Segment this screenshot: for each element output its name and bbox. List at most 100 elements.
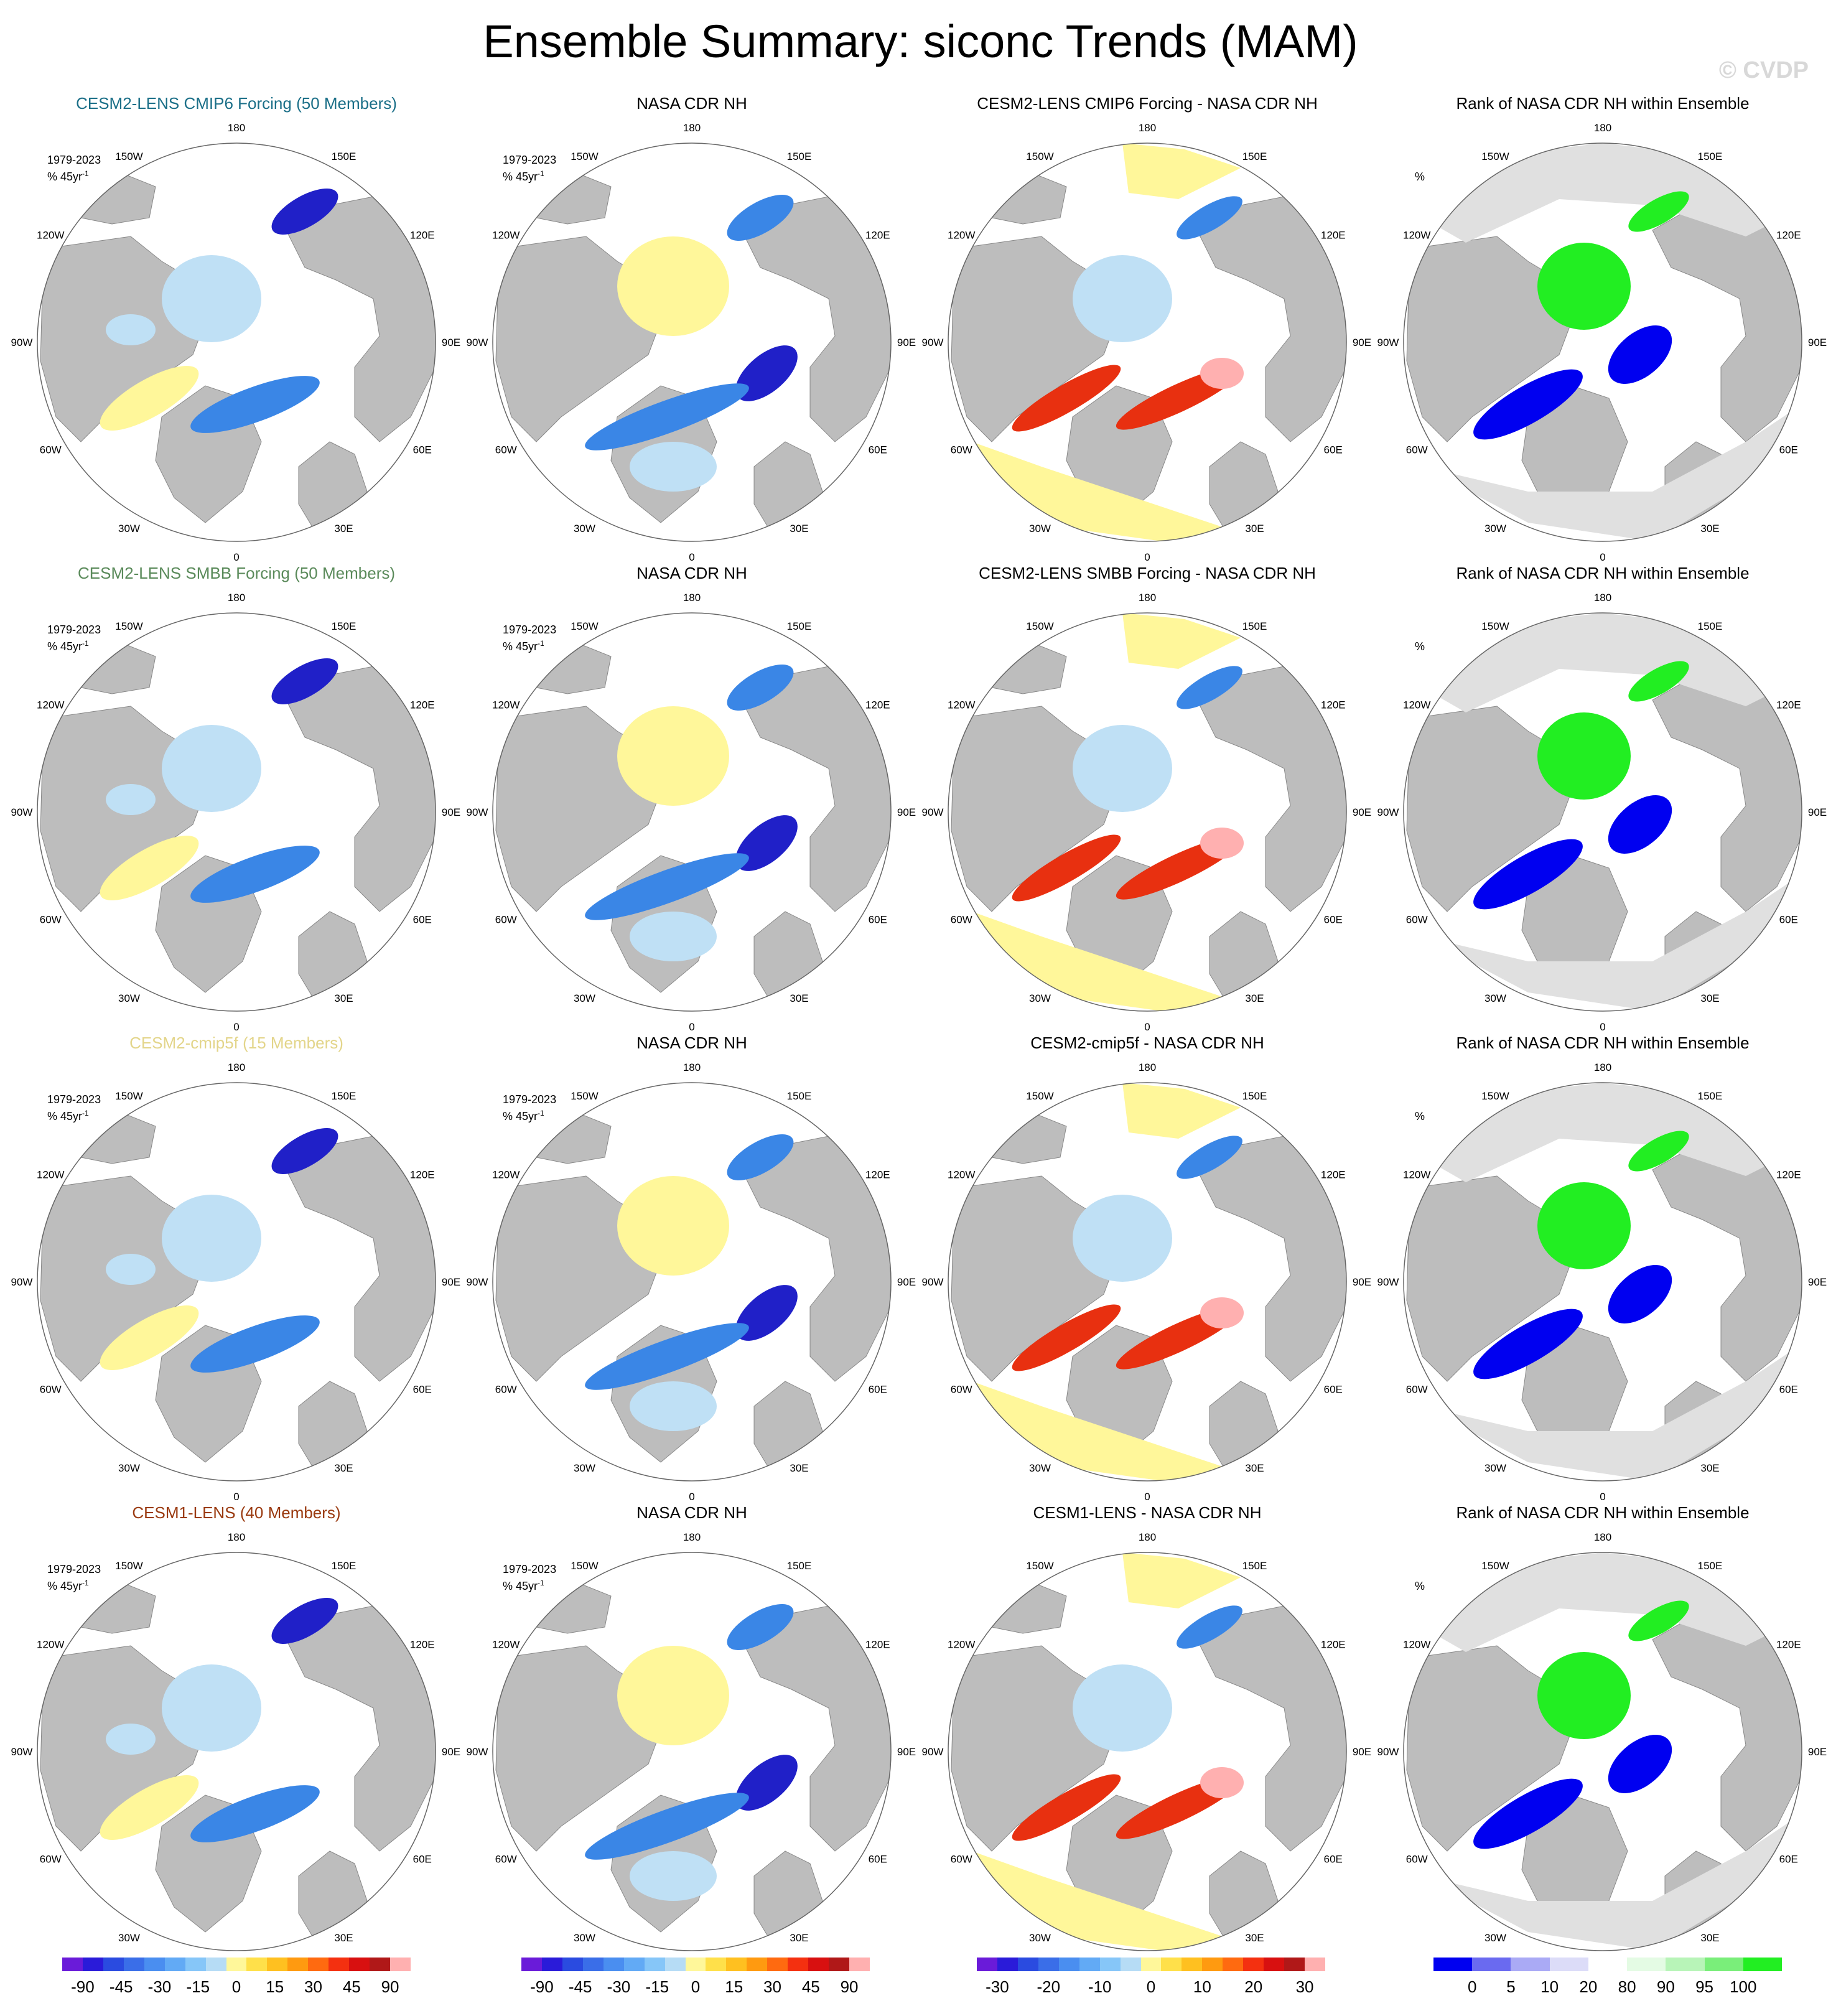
lon-label-180: 180 (1594, 1531, 1611, 1543)
panel-obs-row3: 180 150E 120E 90E 60E 30E 0 30W 60W 90W 120W 150W NA… (462, 1033, 922, 1503)
lon-label-180: 180 (1139, 1062, 1156, 1073)
lon-label-150e: 150E (787, 1090, 812, 1102)
map-boundary (948, 1082, 1347, 1482)
lon-label-90e: 90E (1353, 1746, 1371, 1758)
panel-ens-row1: 180 150E 120E 90E 60E 30E 0 30W 60W 90W 120W 150W CE… (6, 93, 467, 563)
period-label: 1979-2023% 45yr-1 (47, 154, 101, 183)
colorbar-swatch (1120, 1958, 1142, 1971)
panel-title: CESM2-LENS SMBB Forcing (50 Members) (77, 564, 396, 582)
lon-label-150e: 150E (332, 151, 357, 162)
lon-label-150e: 150E (332, 1560, 357, 1572)
period-label: 1979-2023% 45yr-1 (503, 154, 557, 183)
colorbar-swatch (1704, 1958, 1744, 1971)
lon-label-120w: 120W (948, 1169, 975, 1181)
period-label: 1979-2023% 45yr-1 (47, 1093, 101, 1122)
colorbar-swatch (205, 1958, 227, 1971)
colorbar-tick-label: 100 (1730, 1977, 1757, 1996)
units-label: % (1415, 640, 1425, 653)
lon-label-90e: 90E (442, 1746, 460, 1758)
lon-label-0: 0 (1600, 1021, 1605, 1033)
trend-field (735, 345, 798, 401)
lon-label-0: 0 (233, 1021, 239, 1033)
diff-field (1200, 358, 1244, 389)
colorbar-tick-label: 0 (1146, 1977, 1156, 1996)
map-boundary (37, 612, 436, 1012)
trend-field (100, 366, 199, 431)
rank-field (1537, 1182, 1631, 1269)
colorbar-rank-4: 0 5 10 20 80 90 95 100 (1433, 1958, 1783, 2007)
colorbar-swatch (664, 1958, 686, 1971)
colorbar-tick-label: -15 (645, 1977, 669, 1996)
lon-label-90w: 90W (11, 1276, 33, 1288)
lon-label-150e: 150E (787, 1560, 812, 1572)
lon-label-30w: 30W (1484, 992, 1506, 1004)
lon-label-90w: 90W (467, 337, 488, 348)
lon-label-90w: 90W (11, 337, 33, 348)
trend-field (190, 1315, 320, 1373)
colorbar-swatch (1549, 1958, 1589, 1971)
lon-label-30w: 30W (1484, 1932, 1506, 1944)
lon-label-120e: 120E (410, 1639, 435, 1651)
lon-label-150e: 150E (1242, 620, 1267, 632)
lon-label-60e: 60E (1324, 1854, 1343, 1865)
lon-label-30e: 30E (790, 1932, 808, 1944)
lon-label-90e: 90E (1808, 806, 1827, 818)
panel-title: NASA CDR NH (636, 1503, 747, 1522)
lon-label-120w: 120W (1403, 230, 1430, 241)
watermark: © CVDP (1718, 57, 1809, 83)
lon-label-180: 180 (1139, 1531, 1156, 1543)
colorbar-swatch (1099, 1958, 1121, 1971)
panel-title: CESM2-LENS CMIP6 Forcing (50 Members) (76, 94, 397, 113)
lon-label-0: 0 (233, 1491, 239, 1503)
lon-label-30e: 30E (790, 523, 808, 534)
page-title: Ensemble Summary: siconc Trends (MAM) (483, 16, 1358, 67)
lon-label-90e: 90E (1808, 1276, 1827, 1288)
trend-field (617, 706, 729, 806)
lon-label-150w: 150W (1481, 1090, 1509, 1102)
panel-title: NASA CDR NH (636, 94, 747, 113)
colorbar-swatch (1140, 1958, 1162, 1971)
rank-field (1608, 325, 1672, 384)
trend-field (630, 1381, 717, 1431)
lon-label-60w: 60W (951, 444, 972, 456)
lon-label-90e: 90E (897, 1746, 916, 1758)
lon-label-150e: 150E (1698, 1560, 1723, 1572)
colorbar-swatch (685, 1958, 706, 1971)
panel-diff-row3: 180 150E 120E 90E 60E 30E 0 30W 60W 90W 120W 150W CE… (917, 1033, 1377, 1503)
colorbar-tick-label: 10 (1540, 1977, 1559, 1996)
panel-title: CESM1-LENS - NASA CDR NH (1033, 1503, 1262, 1522)
panel-title: Rank of NASA CDR NH within Ensemble (1456, 1503, 1750, 1522)
rank-field (1628, 1131, 1689, 1172)
colorbar-tick-label: 10 (1193, 1977, 1211, 1996)
map-boundary (1403, 142, 1802, 542)
lon-label-150w: 150W (571, 1560, 598, 1572)
lon-label-180: 180 (683, 1062, 701, 1073)
lon-label-120e: 120E (1776, 230, 1801, 241)
lon-label-150e: 150E (1242, 1090, 1267, 1102)
colorbar-swatch (1038, 1958, 1060, 1971)
colorbar-swatch (246, 1958, 268, 1971)
land-mass (1406, 706, 1578, 912)
lon-label-120e: 120E (1776, 1639, 1801, 1651)
diff-field (1200, 1767, 1244, 1798)
lon-label-30e: 30E (1245, 1462, 1264, 1474)
colorbar-trend-1: -90 -45 -30 -15 0 15 30 45 90 (62, 1958, 411, 2007)
colorbar-swatch (1058, 1958, 1080, 1971)
lon-label-120w: 120W (948, 1639, 975, 1651)
map-boundary (492, 612, 892, 1012)
trend-field (271, 1128, 338, 1174)
trend-field (100, 1305, 199, 1370)
colorbar-tick-label: -30 (607, 1977, 631, 1996)
lon-label-60w: 60W (40, 1854, 62, 1865)
panel-diff-row4: 180150E120E90E60E30E030W60W90W120W150WCE… (917, 1503, 1377, 1972)
lon-label-120w: 120W (948, 699, 975, 711)
lon-label-30w: 30W (574, 1932, 595, 1944)
land-mass (1406, 1175, 1578, 1382)
trend-field (162, 725, 261, 812)
lon-label-150e: 150E (787, 620, 812, 632)
trend-field (100, 836, 199, 900)
lon-label-90e: 90E (897, 337, 916, 348)
